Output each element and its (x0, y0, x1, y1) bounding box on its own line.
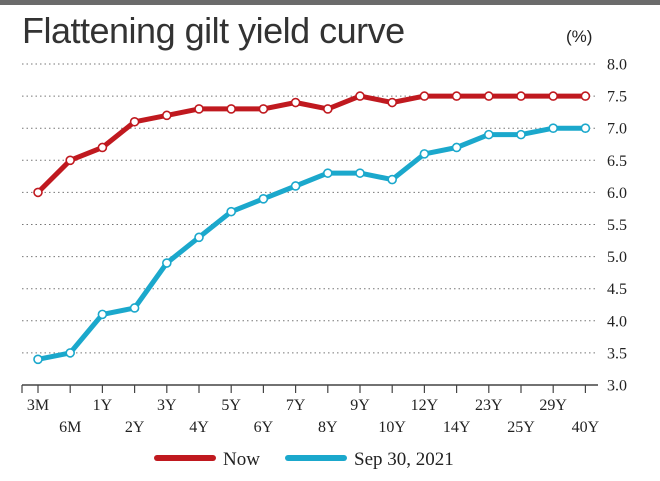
top-bar (0, 0, 660, 5)
data-point (419, 91, 430, 101)
y-tick-label: 7.5 (607, 89, 627, 106)
data-point (322, 168, 333, 178)
data-point (548, 91, 559, 101)
x-tick-label: 4Y (189, 419, 209, 436)
x-tick-label: 8Y (318, 419, 338, 436)
y-tick-label: 6.0 (607, 185, 627, 202)
x-tick-label: 29Y (539, 397, 567, 414)
data-point (290, 97, 301, 108)
data-point (33, 354, 43, 365)
data-point (226, 206, 236, 217)
x-tick-label: 3Y (157, 397, 177, 414)
data-point (290, 181, 301, 191)
y-tick-label: 7.0 (607, 121, 627, 138)
data-point (162, 258, 172, 268)
data-point (129, 303, 140, 313)
x-tick-label: 14Y (443, 419, 471, 436)
data-point (419, 149, 430, 159)
x-tick-label: 25Y (507, 419, 535, 436)
data-point (483, 91, 494, 101)
data-point (516, 129, 526, 140)
data-point (65, 348, 75, 358)
y-tick-label: 4.5 (607, 281, 627, 298)
y-tick-label: 6.5 (607, 153, 627, 170)
data-point (451, 142, 462, 153)
data-point (516, 91, 526, 101)
y-tick-label: 5.0 (607, 249, 627, 266)
series-layer (33, 91, 591, 365)
data-point (194, 232, 204, 243)
y-tick-label: 8.0 (607, 57, 627, 74)
x-axis: 3M 1Y 3Y 5Y 7Y 9Y 12Y 23Y 29Y 6M 2Y 4Y 6Y 8Y 10Y 14Y 25Y… (21, 384, 600, 436)
legend: Now Sep 30, 2021 (154, 449, 454, 470)
chart-title: Flattening gilt yield curve (22, 10, 405, 51)
grid (22, 63, 598, 354)
data-point (580, 123, 591, 133)
x-tick-label: 5Y (221, 397, 241, 414)
data-point (33, 187, 43, 198)
x-tick-label: 3M (27, 397, 49, 414)
data-point (548, 123, 559, 133)
data-point (387, 97, 398, 108)
data-point (322, 104, 333, 114)
data-point (258, 194, 269, 204)
data-point (162, 110, 172, 121)
series-line (35, 125, 588, 362)
series-line (35, 93, 588, 195)
data-point (451, 91, 462, 101)
legend-label: Now (223, 449, 260, 470)
legend-label: Sep 30, 2021 (354, 449, 454, 470)
data-point (97, 309, 108, 320)
data-point (580, 91, 591, 101)
data-point (355, 168, 365, 178)
x-tick-label: 40Y (572, 419, 600, 436)
data-point (97, 142, 108, 153)
x-tick-label: 2Y (125, 419, 145, 436)
x-tick-label: 6M (59, 419, 81, 436)
data-point (258, 104, 269, 114)
y-tick-label: 3.0 (607, 378, 627, 395)
data-point (129, 116, 140, 127)
x-tick-label: 1Y (93, 397, 113, 414)
data-point (483, 129, 494, 140)
x-tick-label: 10Y (378, 419, 406, 436)
x-tick-label: 12Y (411, 397, 439, 414)
x-tick-label: 9Y (350, 397, 370, 414)
data-point (226, 104, 236, 114)
x-tick-label: 23Y (475, 397, 503, 414)
data-point (387, 174, 398, 185)
data-point (355, 91, 365, 101)
y-axis-unit: (%) (566, 27, 593, 46)
x-tick-label: 6Y (254, 419, 274, 436)
x-tick-label: 7Y (286, 397, 306, 414)
y-tick-label: 4.0 (607, 313, 627, 330)
data-point (65, 155, 75, 166)
data-point (194, 104, 204, 114)
y-axis: 8.0 7.5 7.0 6.5 6.0 5.5 5.0 4.5 4.0 3.5 3.0 (607, 57, 627, 395)
y-tick-label: 3.5 (607, 345, 627, 362)
y-tick-label: 5.5 (607, 217, 627, 234)
